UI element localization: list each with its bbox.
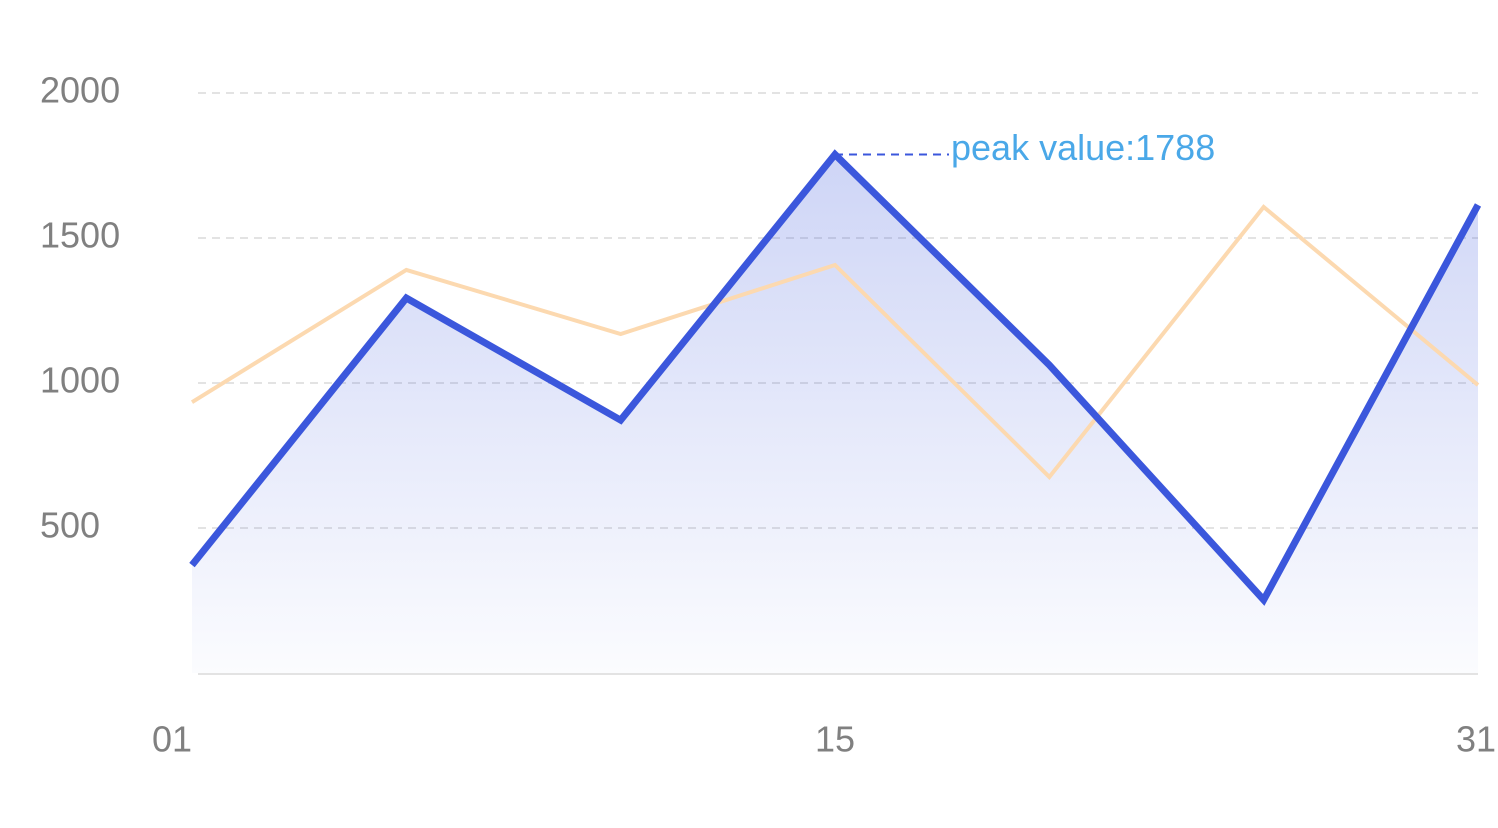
area (192, 154, 1478, 674)
x-tick-label: 01 (152, 719, 192, 760)
y-tick-label: 1000 (40, 360, 120, 401)
y-tick-label: 500 (40, 505, 100, 546)
annotation: peak value:1788 (951, 127, 1215, 168)
y-tick-label: 1500 (40, 215, 120, 256)
x-tick-label: 31 (1456, 719, 1496, 760)
y-tick-label: 2000 (40, 70, 120, 111)
x-tick-label: 15 (815, 719, 855, 760)
line (190, 204, 1480, 480)
